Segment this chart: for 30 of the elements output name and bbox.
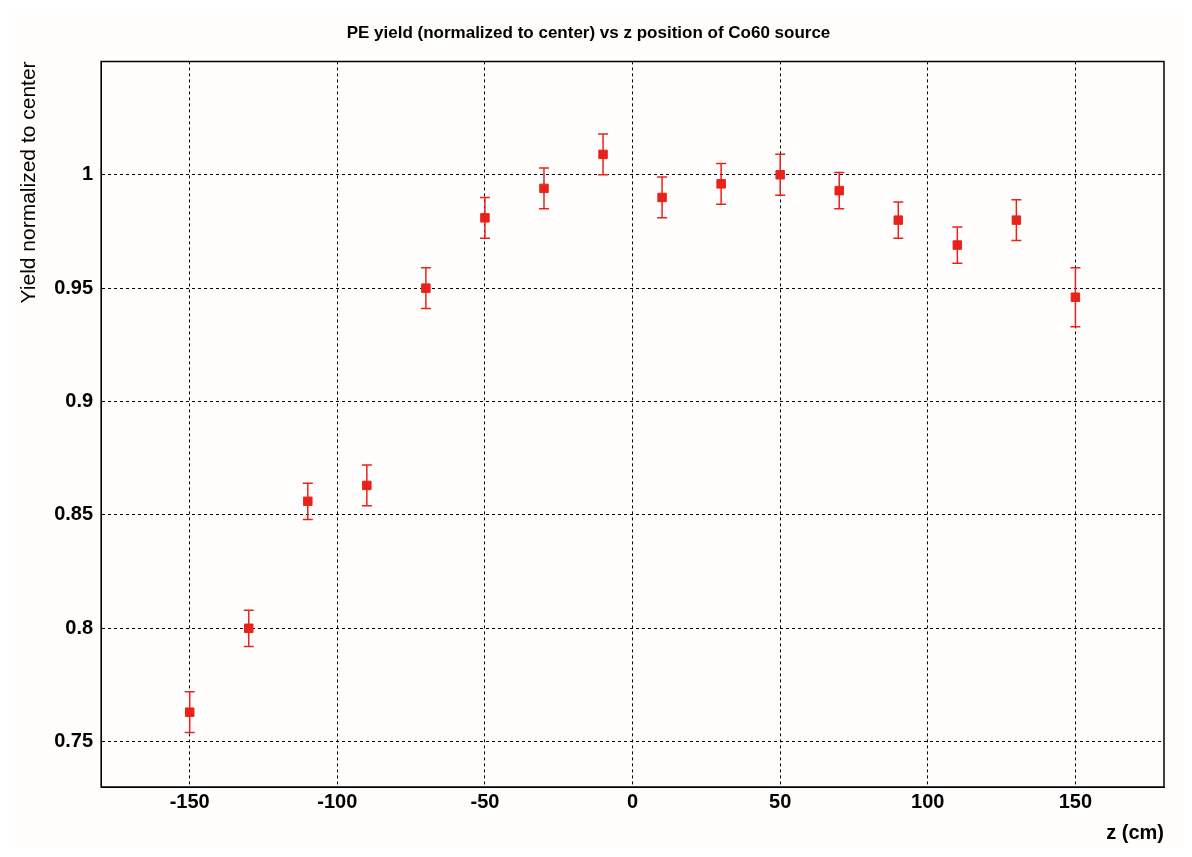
x-tick-label: 150 xyxy=(1058,789,1093,812)
chart-title: PE yield (normalized to center) vs z position of Co60 source xyxy=(346,22,831,42)
x-tick-label: 100 xyxy=(911,789,945,812)
point xyxy=(184,707,195,717)
y-tick-label: 0.75 xyxy=(54,729,94,752)
point xyxy=(598,149,608,160)
point xyxy=(893,215,904,225)
point xyxy=(716,179,726,189)
point xyxy=(244,623,254,634)
point xyxy=(834,185,844,196)
point xyxy=(421,283,431,293)
y-tick-label: 0.9 xyxy=(65,389,94,412)
point xyxy=(303,496,313,507)
point xyxy=(1070,292,1081,302)
point xyxy=(952,240,963,250)
point xyxy=(480,213,490,223)
point xyxy=(539,183,549,194)
x-tick-label: -100 xyxy=(317,789,358,812)
y-tick-label: 0.8 xyxy=(65,615,94,638)
x-tick-label: -150 xyxy=(169,789,210,812)
x-tick-label: -50 xyxy=(470,789,500,812)
x-tick-label: 50 xyxy=(769,789,792,812)
x-tick-label: 0 xyxy=(627,789,639,812)
y-tick-label: 0.95 xyxy=(54,275,94,298)
y-axis-title: Yield normalized to center xyxy=(16,61,40,304)
point xyxy=(775,170,785,180)
y-tick-label: 0.85 xyxy=(54,502,94,525)
x-axis-title: z (cm) xyxy=(1106,820,1164,843)
point xyxy=(1011,215,1022,225)
y-tick-label: 1 xyxy=(82,162,94,185)
